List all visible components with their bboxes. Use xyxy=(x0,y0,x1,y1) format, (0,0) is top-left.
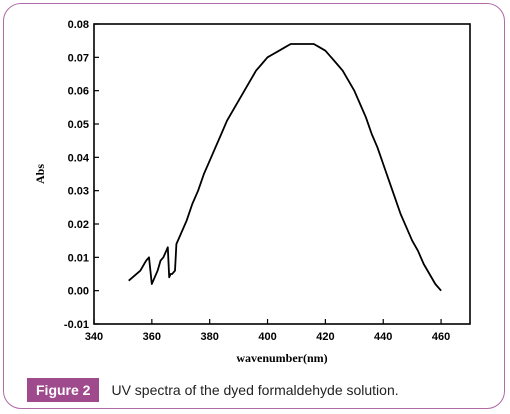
figure-label: Figure 2 xyxy=(27,378,100,402)
x-tick-label: 420 xyxy=(316,331,334,343)
x-axis-title: wavenumber(nm) xyxy=(236,351,327,365)
caption-text: UV spectra of the dyed formaldehyde solu… xyxy=(111,382,399,398)
x-tick-label: 380 xyxy=(201,331,219,343)
y-axis-title: Abs xyxy=(33,164,47,184)
y-tick-label: 0.04 xyxy=(68,152,90,164)
y-tick-label: 0.01 xyxy=(68,252,89,264)
y-tick-label: -0.01 xyxy=(64,319,89,331)
y-tick-label: 0.06 xyxy=(68,86,89,98)
y-tick-label: 0.02 xyxy=(68,219,89,231)
x-tick-label: 360 xyxy=(143,331,161,343)
y-tick-label: 0.08 xyxy=(68,19,89,31)
absorbance-series-line xyxy=(128,43,442,292)
x-tick-label: 460 xyxy=(432,331,450,343)
y-tick-label: 0.07 xyxy=(68,52,89,64)
x-axis: 340 360 380 400 420 440 460 xyxy=(85,319,450,343)
y-tick-label: 0.00 xyxy=(68,286,89,298)
x-tick-label: 340 xyxy=(85,331,103,343)
y-tick-label: 0.03 xyxy=(68,186,89,198)
x-tick-label: 400 xyxy=(258,331,276,343)
plot-area xyxy=(93,23,471,325)
y-tick-label: 0.05 xyxy=(68,119,89,131)
figure-frame xyxy=(3,3,505,409)
y-axis: -0.01 0.00 0.01 0.02 0.03 0.04 0.05 0.06 0.07 0.0… xyxy=(64,19,99,331)
uv-spectrum-chart: -0.01 0.00 0.01 0.02 0.03 0.04 0.05 0.06 0.07 0.0… xyxy=(33,19,471,365)
x-tick-label: 440 xyxy=(374,331,392,343)
figure-caption: Figure 2 UV spectra of the dyed formalde… xyxy=(27,378,399,402)
